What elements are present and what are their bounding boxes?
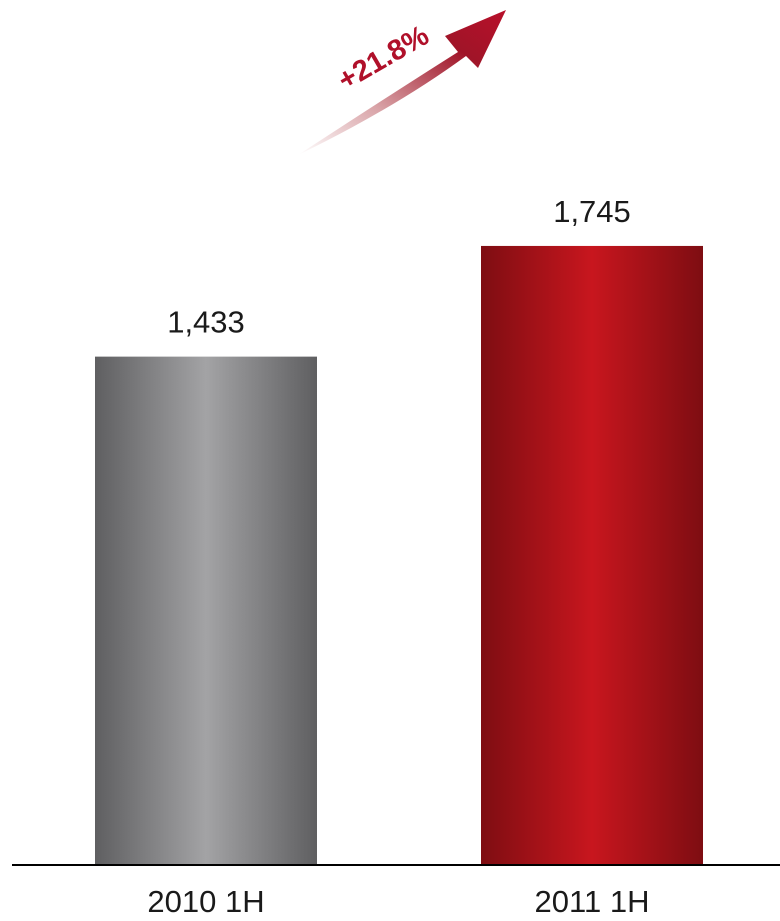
growth-annotation: +21.8% [298,10,506,155]
category-label-1: 2010 1H [147,884,264,919]
growth-arrow-icon [298,10,506,155]
value-labels: 1,433 1,745 [167,194,631,340]
bar-2 [481,245,703,865]
category-labels: 2010 1H 2011 1H [147,884,649,919]
data-label-1: 1,433 [167,305,245,340]
data-label-2: 1,745 [553,194,631,229]
category-label-2: 2011 1H [535,884,650,919]
bar-1 [95,356,317,865]
bars [95,245,703,865]
